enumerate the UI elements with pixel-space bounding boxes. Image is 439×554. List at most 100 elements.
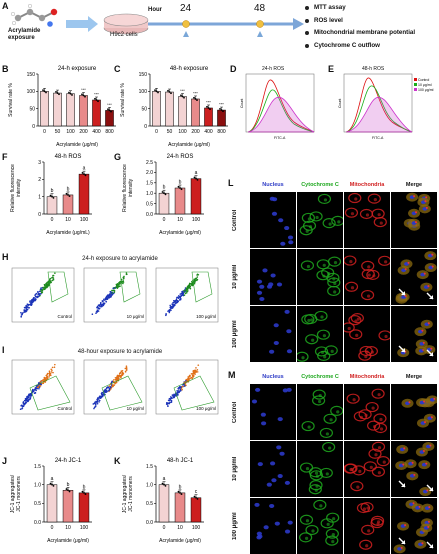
micrograph-nucleus xyxy=(250,306,296,362)
chart-title: 24-h JC-1 xyxy=(55,458,82,464)
data-point xyxy=(45,91,47,94)
column-label-merge: Merge xyxy=(405,182,423,188)
scatter-cloud xyxy=(20,272,56,318)
y-tick-label: 0.0 xyxy=(146,520,153,526)
y-tick-label: 1.5 xyxy=(146,464,153,470)
data-point xyxy=(196,178,199,181)
column-label-cytochrome-c: Cytochrome C xyxy=(301,374,339,380)
data-point xyxy=(58,93,60,96)
x-tick-label: 10 xyxy=(65,217,71,223)
micrograph-cytochrome-c xyxy=(297,306,343,362)
data-point xyxy=(51,483,53,486)
panel-label-b: B xyxy=(2,64,9,74)
data-point xyxy=(49,482,52,485)
y-tick-label: 50 xyxy=(141,106,147,112)
y-axis-label: JC-1 aggregates/ xyxy=(10,474,16,513)
micrograph-nucleus xyxy=(250,498,296,554)
significance-label: b xyxy=(83,484,86,490)
x-axis-label: Acrylamide (μg/ml) xyxy=(168,142,210,148)
data-point xyxy=(180,188,183,191)
arrow-icon xyxy=(66,16,98,32)
y-tick-label: 2.0 xyxy=(146,170,153,176)
x-tick-label: 200 xyxy=(79,129,88,135)
data-point xyxy=(81,172,84,174)
bar xyxy=(178,96,187,127)
panel-label-d: D xyxy=(230,64,237,74)
bar xyxy=(53,92,62,127)
chart-title: 24-h exposure xyxy=(58,66,97,72)
flow-sublabel: 10 μg/ml xyxy=(127,314,144,319)
data-point xyxy=(181,95,184,98)
x-axis-label: Acrylamide (μg/ml) xyxy=(159,538,201,544)
x-tick-label: 100 xyxy=(178,129,187,135)
panel-label-l: L xyxy=(228,178,234,188)
x-tick-label: 100 xyxy=(80,525,89,531)
row-label: Control xyxy=(232,209,238,231)
panel-label-c: C xyxy=(114,64,121,74)
data-point xyxy=(179,187,181,189)
data-point xyxy=(67,194,69,196)
significance-label: a xyxy=(195,170,198,176)
bar xyxy=(174,492,186,523)
data-point xyxy=(164,193,167,196)
significance-label: *** xyxy=(94,92,99,97)
micrograph-merge xyxy=(391,384,437,440)
column-label-merge: Merge xyxy=(405,374,423,380)
micrograph-merge xyxy=(391,306,437,362)
significance-label: a xyxy=(51,476,54,482)
legend-control: Control xyxy=(418,78,430,82)
x-tick-label: 100 xyxy=(192,217,201,223)
flow-plot-frame xyxy=(155,267,219,323)
data-point xyxy=(195,496,197,499)
data-point xyxy=(67,489,69,492)
y-tick-label: 50 xyxy=(29,106,35,112)
data-point xyxy=(49,194,52,197)
data-point xyxy=(97,100,99,103)
data-point xyxy=(68,195,71,198)
scatter-cloud xyxy=(165,364,200,407)
data-point xyxy=(222,110,224,113)
i-title: 48-hour exposure to acrylamide xyxy=(77,349,163,355)
data-point xyxy=(82,94,85,97)
data-point xyxy=(69,92,72,95)
chart-title: 48-h exposure xyxy=(170,66,209,72)
column-label-cytochrome-c: Cytochrome C xyxy=(301,182,339,188)
significance-label: a xyxy=(163,476,166,482)
e-title: 48-h ROS xyxy=(362,66,385,72)
flow-plot: Control xyxy=(11,359,75,415)
y-tick-label: 150 xyxy=(27,72,36,78)
bar xyxy=(46,196,58,215)
y-tick-label: 0.0 xyxy=(146,212,153,218)
panel-label-k: K xyxy=(114,456,121,466)
data-point xyxy=(55,90,57,93)
y-tick-label: 1 xyxy=(38,194,41,200)
flow-plot: 100 μg/ml xyxy=(155,359,219,415)
panel-label-a: A xyxy=(2,1,9,11)
data-point xyxy=(56,92,59,94)
y-axis-label: Relative fluorescence xyxy=(122,164,128,212)
x-tick-label: 400 xyxy=(204,129,213,135)
chart-title: 48-h ROS xyxy=(55,154,82,160)
data-point xyxy=(193,96,195,99)
micrograph-nucleus xyxy=(250,384,296,440)
data-point xyxy=(177,490,180,493)
significance-label: *** xyxy=(107,102,112,107)
data-point xyxy=(194,98,197,100)
assay-item: Cytochrome C outflow xyxy=(305,40,415,53)
data-point xyxy=(110,110,112,113)
y-axis-label: Survival rate % xyxy=(8,83,14,117)
flow-sublabel: 10 μg/ml xyxy=(127,406,144,411)
x-tick-label: 800 xyxy=(105,129,114,135)
significance-label: b xyxy=(179,180,182,186)
y-tick-label: 0 xyxy=(32,124,35,130)
significance-label: b xyxy=(67,186,70,192)
scatter-cloud xyxy=(91,272,128,316)
micrograph-mitochondria xyxy=(344,384,390,440)
y-tick-label: 2.5 xyxy=(146,160,153,166)
y-tick-label: 1.0 xyxy=(146,482,153,488)
hour-label: Hour xyxy=(148,7,162,13)
data-point xyxy=(107,108,109,111)
timepoint-48: 48 xyxy=(254,3,266,14)
significance-label: b xyxy=(67,482,70,488)
x-tick-label: 100 xyxy=(80,217,89,223)
